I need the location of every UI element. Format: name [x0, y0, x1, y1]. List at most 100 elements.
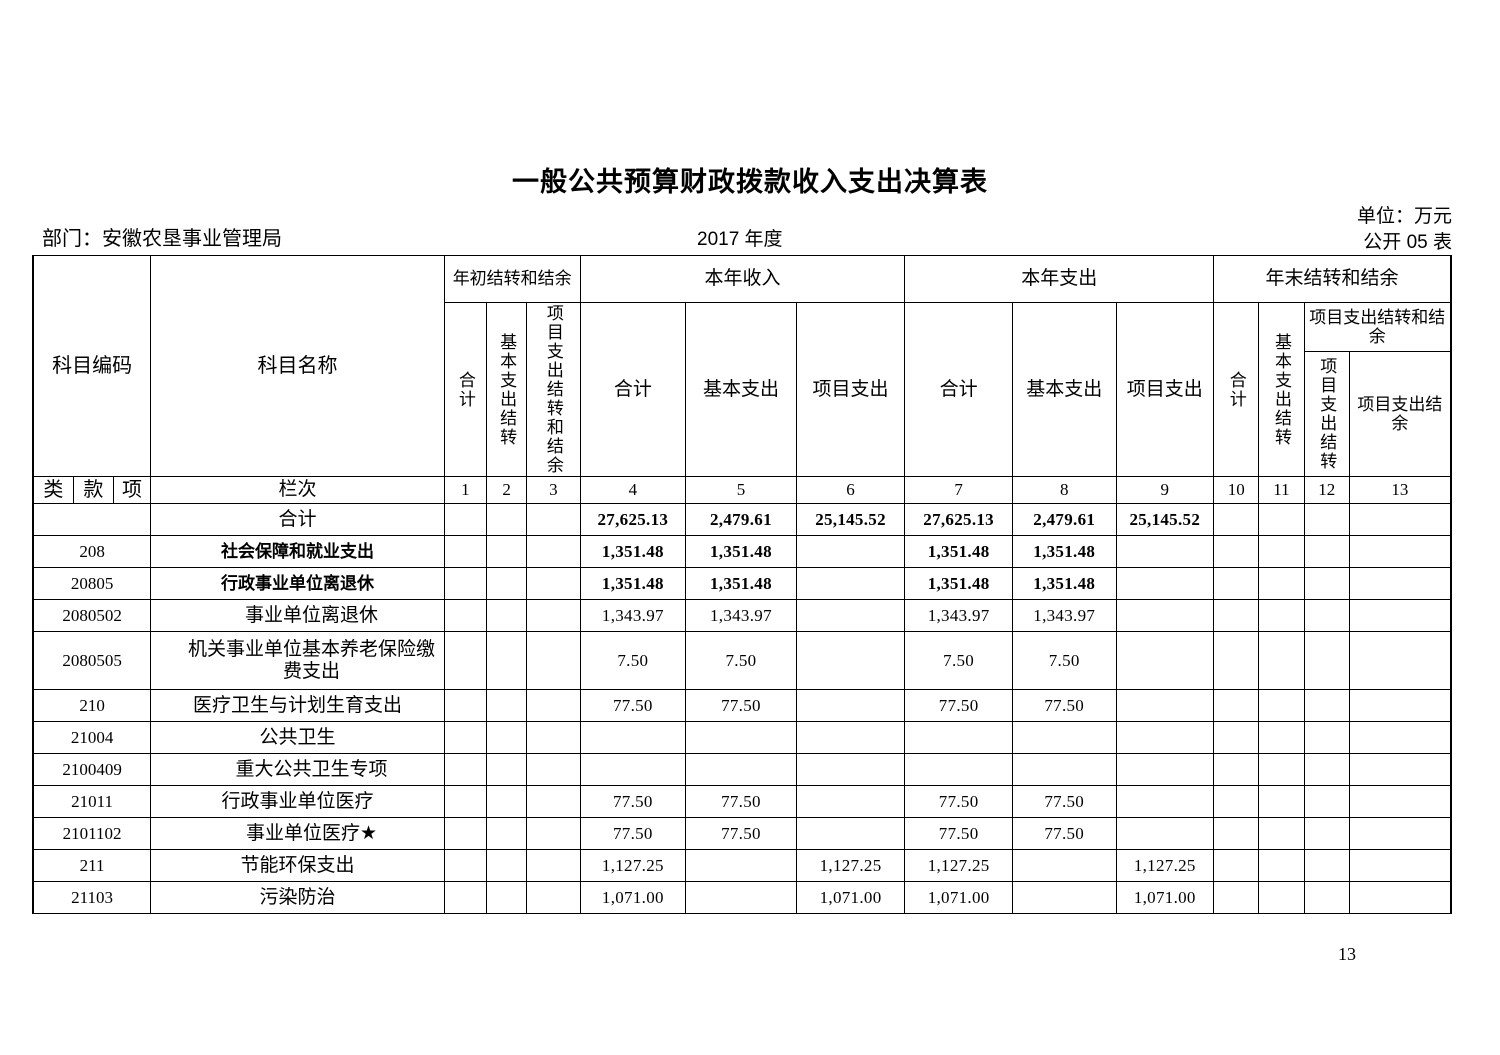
cell-value-col-6: 1,071.00 — [795, 881, 906, 914]
header-lei: 类 — [31, 476, 74, 504]
cell-value-col-3 — [526, 849, 581, 882]
cell-subject-name: 事业单位离退休 — [150, 599, 445, 632]
cell-subject-name: 社会保障和就业支出 — [150, 535, 445, 568]
cell-value-col-8: 1,351.48 — [1011, 567, 1117, 600]
cell-value-col-2 — [486, 567, 528, 600]
cell-value-col-13 — [1348, 689, 1452, 722]
col-number-5: 5 — [685, 476, 797, 504]
cell-value-col-2 — [486, 689, 528, 722]
cell-value-col-8: 77.50 — [1011, 785, 1117, 818]
cell-value-col-9: 1,127.25 — [1115, 849, 1215, 882]
cell-value-col-7 — [904, 721, 1013, 754]
table-row: 20805 行政事业单位离退休 1,351.48 1,351.48 1,351.48 1,… — [32, 567, 1452, 600]
cell-value-col-13 — [1348, 631, 1452, 690]
table-row: 合计 27,625.13 2,479.61 25,145.52 27,625.13 2,4… — [32, 503, 1452, 536]
col-number-8: 8 — [1011, 476, 1117, 504]
cell-value-col-6 — [795, 753, 906, 786]
cell-value-col-1 — [443, 817, 488, 850]
cell-value-col-9: 1,071.00 — [1115, 881, 1215, 914]
cell-value-col-1 — [443, 535, 488, 568]
cell-value-col-13 — [1348, 567, 1452, 600]
cell-value-col-2 — [486, 535, 528, 568]
cell-value-col-7: 1,343.97 — [904, 599, 1013, 632]
cell-value-col-8: 1,343.97 — [1011, 599, 1117, 632]
cell-value-col-12 — [1303, 785, 1350, 818]
cell-value-col-10 — [1213, 817, 1260, 850]
table-body: 合计 27,625.13 2,479.61 25,145.52 27,625.13 2,4… — [32, 503, 1452, 914]
col-number-11: 11 — [1258, 476, 1305, 504]
cell-subject-name: 公共卫生 — [150, 721, 445, 754]
cell-value-col-10 — [1213, 785, 1260, 818]
col-number-13: 13 — [1348, 476, 1452, 504]
cell-subject-name: 事业单位医疗★ — [150, 817, 445, 850]
cell-value-col-6 — [795, 567, 906, 600]
header-name-col: 科目名称 — [150, 255, 445, 477]
cell-value-col-11 — [1258, 817, 1305, 850]
header-expense-total: 合计 — [904, 302, 1013, 477]
cell-value-col-13 — [1348, 881, 1452, 914]
table-row: 210 医疗卫生与计划生育支出 77.50 77.50 77.50 77.50 — [32, 689, 1452, 722]
cell-subject-name: 合计 — [150, 503, 445, 536]
cell-value-col-5 — [685, 721, 797, 754]
cell-value-col-4: 1,351.48 — [579, 567, 687, 600]
cell-value-col-7: 7.50 — [904, 631, 1013, 690]
cell-value-col-1 — [443, 881, 488, 914]
cell-value-col-5 — [685, 881, 797, 914]
cell-value-col-2 — [486, 817, 528, 850]
cell-value-col-10 — [1213, 567, 1260, 600]
cell-value-col-12 — [1303, 567, 1350, 600]
cell-value-col-6 — [795, 689, 906, 722]
col-number-3: 3 — [526, 476, 581, 504]
header-code-group: 科目编码 — [32, 255, 152, 477]
col-number-6: 6 — [795, 476, 906, 504]
cell-value-col-7: 77.50 — [904, 689, 1013, 722]
table-row: 2080505 机关事业单位基本养老保险缴费支出 7.50 7.50 7.50 7.50 — [32, 631, 1452, 690]
cell-value-col-4: 77.50 — [579, 785, 687, 818]
header-group-income: 本年收入 — [579, 255, 906, 303]
table-row: 2101102 事业单位医疗★ 77.50 77.50 77.50 77.50 — [32, 817, 1452, 850]
cell-subject-name: 机关事业单位基本养老保险缴费支出 — [150, 631, 445, 690]
cell-value-col-7 — [904, 753, 1013, 786]
cell-value-col-11 — [1258, 599, 1305, 632]
col-number-10: 10 — [1213, 476, 1260, 504]
cell-value-col-6 — [795, 785, 906, 818]
header-income-basic: 基本支出 — [685, 302, 797, 477]
cell-value-col-2 — [486, 599, 528, 632]
header-row-groups: 科目编码 科目名称 年初结转和结余 本年收入 本年支出 年末结转和结余 — [32, 255, 1453, 477]
header-income-project: 项目支出 — [795, 302, 906, 477]
table-row: 21011 行政事业单位医疗 77.50 77.50 77.50 77.50 — [32, 785, 1452, 818]
cell-value-col-3 — [526, 567, 581, 600]
cell-value-col-5: 2,479.61 — [685, 503, 797, 536]
cell-value-col-3 — [526, 503, 581, 536]
col-number-4: 4 — [579, 476, 687, 504]
cell-subject-code: 21011 — [32, 785, 152, 818]
cell-value-col-2 — [486, 721, 528, 754]
cell-subject-code: 2080505 — [32, 631, 152, 690]
cell-value-col-3 — [526, 817, 581, 850]
cell-value-col-10 — [1213, 503, 1260, 536]
cell-value-col-1 — [443, 631, 488, 690]
cell-value-col-11 — [1258, 721, 1305, 754]
table-row: 21103 污染防治 1,071.00 1,071.00 1,071.00 1,071.0… — [32, 881, 1452, 914]
cell-value-col-4: 1,343.97 — [579, 599, 687, 632]
cell-subject-code: 21004 — [32, 721, 152, 754]
cell-value-col-8 — [1011, 849, 1117, 882]
cell-value-col-2 — [486, 849, 528, 882]
cell-value-col-9 — [1115, 753, 1215, 786]
page-title: 一般公共预算财政拨款收入支出决算表 — [512, 167, 988, 197]
header-row-sub: 合计 基本支出结转 项目支出结转和结余 合计 基本支出 项目支出 — [33, 302, 1452, 477]
header-lanci-label: 栏次 — [150, 476, 445, 504]
cell-value-col-13 — [1348, 753, 1452, 786]
header-end-project-carryover: 项目支出结转 — [1303, 351, 1350, 477]
cell-value-col-5: 77.50 — [685, 817, 797, 850]
cell-value-col-13 — [1348, 785, 1452, 818]
cell-value-col-11 — [1258, 535, 1305, 568]
cell-value-col-1 — [443, 503, 488, 536]
header-group-begin: 年初结转和结余 — [443, 255, 581, 303]
cell-value-col-13 — [1348, 503, 1452, 536]
cell-value-col-10 — [1213, 689, 1260, 722]
cell-value-col-1 — [443, 721, 488, 754]
header-begin-project-carryover: 项目支出结转和结余 — [526, 302, 581, 477]
cell-value-col-12 — [1303, 535, 1350, 568]
